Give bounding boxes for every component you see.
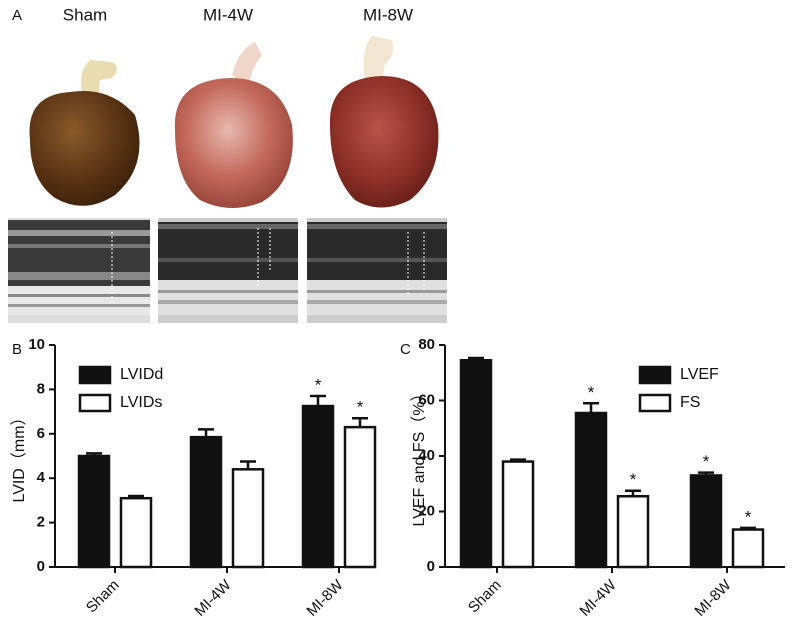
bar <box>459 359 493 569</box>
x-tick-label: MI-4W <box>576 576 620 620</box>
y-tick-label: 6 <box>37 425 45 442</box>
significance-mark: * <box>630 470 637 489</box>
legend-swatch <box>78 365 112 385</box>
group-label: MI-8W <box>363 5 413 24</box>
legend-label: LVIDd <box>120 366 163 383</box>
x-tick-label: Sham <box>465 577 505 617</box>
error-bar <box>468 356 484 361</box>
bar <box>574 411 608 569</box>
significance-mark: * <box>745 507 752 526</box>
group-label: Sham <box>63 5 107 24</box>
y-tick-label: 40 <box>418 447 435 464</box>
y-tick-label: 20 <box>418 502 435 519</box>
legend-swatch <box>78 393 112 413</box>
bar <box>616 494 650 569</box>
legend-swatch <box>638 365 672 385</box>
bar <box>343 425 377 569</box>
group-label: MI-4W <box>203 5 253 24</box>
error-bar <box>740 526 756 530</box>
y-tick-label: 60 <box>418 391 435 408</box>
bar <box>119 496 153 569</box>
y-tick-label: 0 <box>427 558 435 575</box>
y-tick-label: 8 <box>37 380 45 397</box>
error-bar <box>128 494 144 499</box>
error-bar <box>240 460 256 470</box>
error-bar <box>86 452 102 456</box>
bar <box>301 404 335 569</box>
error-bar <box>583 402 599 413</box>
error-bar <box>352 417 368 428</box>
bar <box>501 460 535 569</box>
hearts <box>29 36 439 209</box>
panel-label: C <box>400 341 411 358</box>
bar <box>731 528 765 569</box>
x-tick-label: MI-4W <box>191 576 235 620</box>
significance-mark: * <box>357 398 364 417</box>
bar <box>689 474 723 569</box>
y-tick-label: 2 <box>37 514 45 531</box>
y-tick-label: 80 <box>418 336 435 353</box>
legend-swatch <box>638 393 672 413</box>
significance-mark: * <box>588 383 595 402</box>
echo-images <box>8 218 447 323</box>
significance-mark: * <box>703 452 710 471</box>
error-bar <box>310 394 326 407</box>
y-axis-label: LVID（mm） <box>10 409 28 502</box>
error-bar <box>698 471 714 476</box>
x-tick-label: MI-8W <box>303 576 347 620</box>
x-tick-label: Sham <box>83 577 123 617</box>
panel-label: A <box>12 7 22 24</box>
legend-label: FS <box>680 394 700 411</box>
bar <box>231 468 265 569</box>
y-tick-label: 10 <box>28 336 45 353</box>
bar <box>77 454 111 569</box>
panel-label: B <box>12 341 22 358</box>
legend-label: LVIDs <box>120 394 162 411</box>
x-tick-label: MI-8W <box>691 576 735 620</box>
bar <box>189 435 223 569</box>
error-bar <box>625 489 641 497</box>
y-axis-label: LVEF and FS（%） <box>410 385 428 526</box>
significance-mark: * <box>315 376 322 395</box>
error-bar <box>510 458 526 462</box>
y-tick-label: 4 <box>37 469 46 486</box>
error-bar <box>198 428 214 438</box>
legend-label: LVEF <box>680 366 719 383</box>
y-tick-label: 0 <box>37 558 45 575</box>
